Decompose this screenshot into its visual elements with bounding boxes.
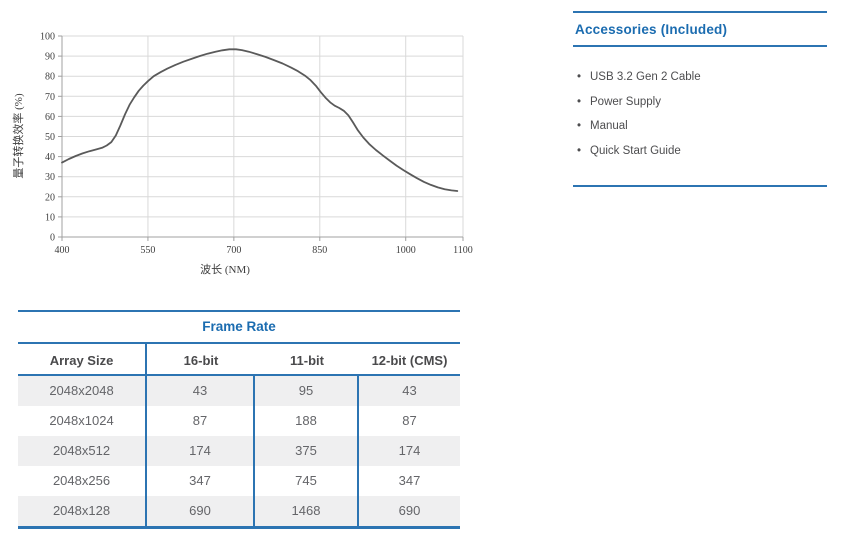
y-tick-label: 80 [45,72,55,83]
column-header: 12-bit (CMS) [359,342,460,376]
y-tick-label: 10 [45,212,55,223]
y-tick-label: 0 [50,233,55,244]
column-header: Array Size [18,342,147,376]
accessories-panel: Accessories (Included) • USB 3.2 Gen 2 Ca… [573,11,827,188]
bullet-icon: • [577,71,582,83]
frame-rate-cell: 745 [255,466,359,496]
accessory-item: • Manual [577,114,827,139]
bullet-icon: • [577,120,582,133]
accessories-title: Accessories (Included) [575,22,728,37]
x-tick-label: 550 [140,245,155,256]
x-axis-title: 波长 (NM) [200,263,250,276]
accessory-item: • Power Supply [577,90,827,115]
column-header: 11-bit [255,342,359,376]
y-tick-label: 70 [45,92,55,103]
y-tick-label: 50 [45,132,55,143]
array-size-cell: 2048x256 [18,466,147,496]
y-tick-label: 100 [40,32,55,43]
qe-chart-section: 0 10 20 30 40 50 60 70 80 90 100 400 550 700 850 1000 11… [0,0,480,292]
chart-tick-marks [58,35,464,241]
y-tick-label: 40 [45,152,55,163]
x-tick-label: 850 [312,245,327,256]
y-tick-label: 60 [45,112,55,123]
frame-rate-cell: 690 [147,496,255,526]
chart-tick-labels: 0 10 20 30 40 50 60 70 80 90 100 400 550 700 850 1000 11… [40,32,473,257]
y-axis-title: 量子转换效率 (%) [11,93,25,179]
frame-rate-cell: 87 [402,413,417,428]
frame-rate-cell: 690 [359,496,460,526]
frame-rate-cell: 95 [255,376,359,406]
frame-rate-cell: 43 [147,376,255,406]
accessory-item: • Quick Start Guide [577,139,827,164]
frame-rate-grid: Array Size 16-bit 11-bit 12-bit (CMS) 2048x2… [18,342,460,526]
frame-rate-cell: 347 [398,473,421,488]
frame-rate-cell: 174 [359,436,460,466]
x-tick-label: 1100 [453,245,473,256]
frame-rate-cell: 174 [147,436,255,466]
column-header: 16-bit [147,342,255,376]
frame-rate-cell: 43 [359,376,460,406]
frame-rate-cell: 1468 [255,496,359,526]
x-tick-label: 400 [55,245,70,256]
accessories-title-rule [573,45,827,47]
frame-rate-cell: 188 [255,406,359,436]
qe-curve [61,48,459,192]
frame-rate-title: Frame Rate [202,319,276,334]
accessories-list: • USB 3.2 Gen 2 Cable • Power Supply • Manual… [573,47,827,185]
array-size-cell: 2048x1024 [18,406,147,436]
bullet-icon: • [577,144,582,157]
frame-rate-cell: 87 [147,406,255,436]
qe-line-chart: 0 10 20 30 40 50 60 70 80 90 100 400 550 700 850 1000 11… [11,32,473,277]
x-tick-label: 700 [226,245,241,256]
array-size-cell: 2048x128 [18,496,147,526]
accessory-item: • USB 3.2 Gen 2 Cable [577,65,827,90]
x-tick-label: 1000 [396,245,416,256]
y-tick-label: 20 [45,192,55,203]
y-tick-label: 30 [45,172,55,183]
chart-gridlines [62,35,464,237]
frame-rate-cell: 375 [255,436,359,466]
frame-rate-cell: 347 [147,466,255,496]
array-size-cell: 2048x2048 [18,376,147,406]
array-size-cell: 2048x512 [18,436,147,466]
frame-rate-table: Frame Rate Array Size 16-bit 11-bit 12-bit … [18,310,460,529]
bullet-icon: • [577,95,582,108]
y-tick-label: 90 [45,52,55,63]
